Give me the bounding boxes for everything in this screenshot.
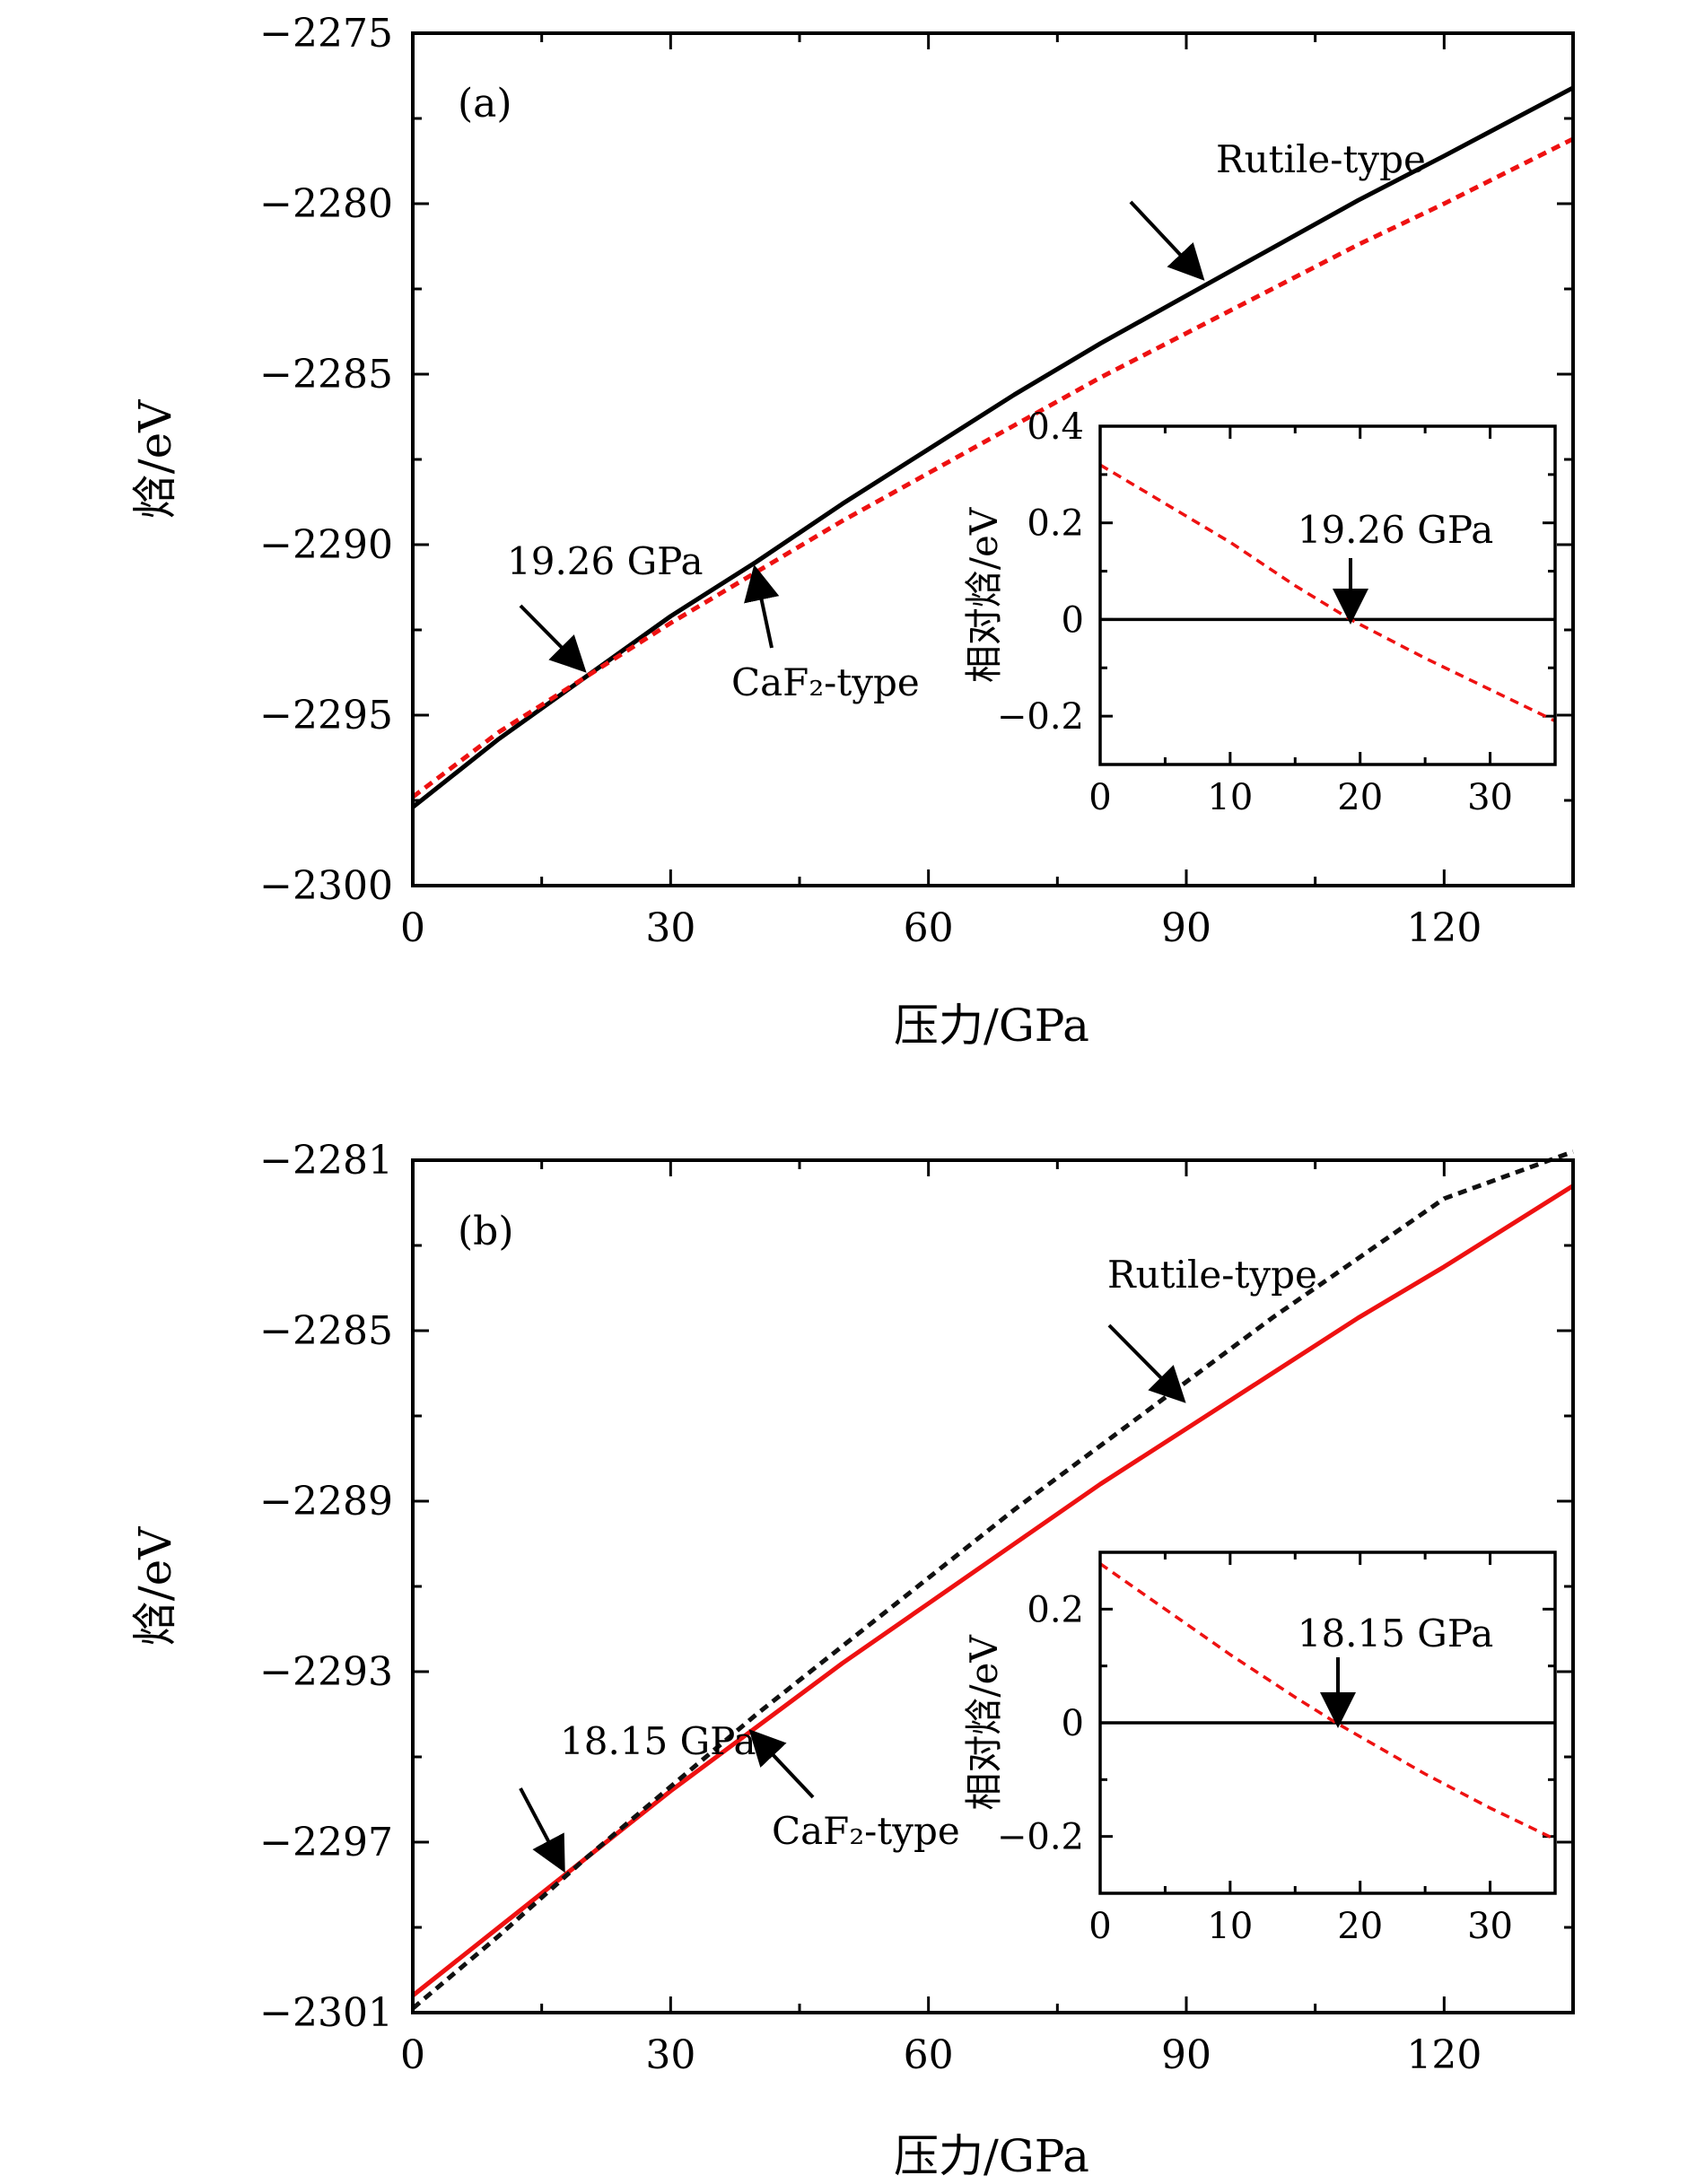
x-tick-label: 60 [904,2032,954,2078]
annotation-arrow [1107,1324,1186,1403]
y-tick-label: −2297 [259,1820,393,1865]
main-ticks: 0 30 60 90 120 −2301 −2297 −2293 −2289 −2285 −2281 [259,1138,1573,2078]
inset-y-axis-title: 相对焓/eV [962,1635,1006,1811]
annotation-arrow [1129,200,1205,281]
y-tick-label: −2300 [259,863,393,909]
panel-label: (a) [458,81,512,127]
inset-background [1100,426,1555,764]
annotation-arrow [748,1729,815,1799]
series-line-dashed [411,1149,1574,2011]
x-tick-label: 90 [1161,2032,1211,2078]
inset-x-tick-label: 0 [1088,1906,1111,1947]
inset-x-tick-label: 10 [1207,777,1253,818]
x-tick-label: 90 [1161,905,1211,951]
plot-frame [411,1158,1575,2014]
inset-y-tick-label: −0.2 [997,696,1084,738]
annotation-arrow [519,604,587,673]
annotation-label: 19.26 GPa [507,539,704,583]
y-tick-label: −2293 [259,1649,393,1695]
x-tick-label: 120 [1406,905,1482,951]
inset-frame [1098,1551,1557,1895]
inset-y-tick-label: 0.2 [1027,503,1084,545]
annotation-arrow [744,564,780,649]
y-tick-label: −2290 [259,522,393,568]
inset-annotation-label: 19.26 GPa [1298,508,1494,552]
y-tick-label: −2285 [259,352,393,397]
inset-chart: 0 10 20 30 −0.2 0 0.2 相对焓/eV 18.15 GPa [962,1551,1557,1947]
inset-x-tick-label: 0 [1088,777,1111,818]
x-axis-title: 压力/GPa [894,1000,1089,1052]
inset-x-tick-label: 30 [1467,777,1513,818]
panel-a: 0 30 60 90 120 −2300 −2295 −2290 −2285 −2280 −2275… [129,11,1575,1052]
inset-series-line-dashed [1099,463,1556,723]
inset-x-tick-label: 30 [1467,1906,1513,1947]
plot-frame [411,31,1575,887]
y-axis-title: 焓/eV [129,399,181,519]
y-tick-label: −2301 [259,1990,393,2036]
y-tick-label: −2281 [259,1138,393,1184]
annotation-arrow [519,1787,565,1874]
inset-y-tick-label: 0.4 [1027,406,1084,448]
series-line-dashed [411,136,1575,799]
annotation-label: Rutile-type [1107,1253,1317,1297]
annotation-label: CaF₂-type [772,1809,960,1853]
inset-y-tick-label: −0.2 [997,1817,1084,1858]
inset-annotation-label: 18.15 GPa [1298,1612,1494,1655]
x-tick-label: 30 [645,905,695,951]
y-tick-label: −2280 [259,181,393,227]
x-tick-label: 30 [645,2032,695,2078]
x-tick-label: 0 [400,2032,425,2078]
y-tick-label: −2289 [259,1479,393,1524]
panel-label: (b) [458,1209,514,1254]
inset-x-tick-label: 20 [1337,1906,1383,1947]
inset-frame [1098,424,1557,766]
inset-y-tick-label: 0 [1062,599,1084,641]
x-axis-title: 压力/GPa [894,2130,1089,2182]
inset-y-axis-title: 相对焓/eV [962,507,1006,683]
series-line-solid [411,85,1575,809]
y-tick-label: −2285 [259,1308,393,1354]
x-tick-label: 120 [1406,2032,1482,2078]
y-tick-label: −2275 [259,11,393,57]
annotation-label: Rutile-type [1216,137,1426,181]
main-ticks: 0 30 60 90 120 −2300 −2295 −2290 −2285 −2280 −2275 [259,11,1573,951]
y-axis-title: 焓/eV [129,1526,181,1646]
inset-y-tick-label: 0 [1062,1703,1084,1744]
inset-y-tick-label: 0.2 [1027,1589,1084,1630]
x-tick-label: 0 [400,905,425,951]
inset-x-tick-label: 20 [1337,777,1383,818]
inset-series-line-dashed [1098,1562,1556,1841]
y-tick-label: −2295 [259,693,393,738]
x-tick-label: 60 [904,905,954,951]
annotation-label: CaF₂-type [731,660,920,704]
panel-b: 0 30 60 90 120 −2301 −2297 −2293 −2289 −2285 −2281… [129,1138,1575,2182]
annotation-label: 18.15 GPa [560,1719,756,1763]
inset-x-tick-label: 10 [1207,1906,1253,1947]
